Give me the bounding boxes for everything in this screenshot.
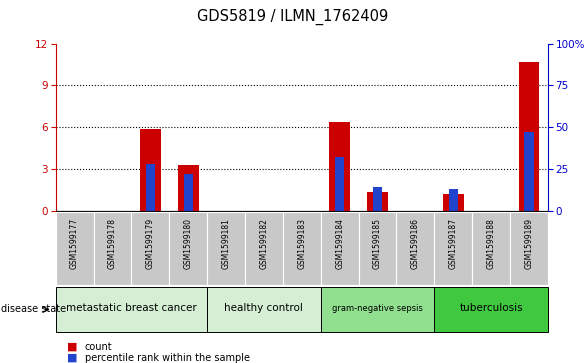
Bar bbox=[245, 212, 283, 285]
Bar bbox=[335, 157, 345, 211]
Bar bbox=[94, 212, 131, 285]
Bar bbox=[183, 174, 193, 211]
Text: GSM1599184: GSM1599184 bbox=[335, 218, 344, 269]
Bar bbox=[367, 192, 388, 211]
Text: GSM1599177: GSM1599177 bbox=[70, 218, 79, 269]
Text: GSM1599186: GSM1599186 bbox=[411, 218, 420, 269]
Bar bbox=[510, 212, 548, 285]
Text: GSM1599185: GSM1599185 bbox=[373, 218, 382, 269]
Text: metastatic breast cancer: metastatic breast cancer bbox=[66, 303, 197, 314]
Bar bbox=[448, 189, 458, 211]
Text: gram-negative sepsis: gram-negative sepsis bbox=[332, 304, 423, 313]
Text: disease state: disease state bbox=[1, 305, 66, 314]
Text: tuberculosis: tuberculosis bbox=[459, 303, 523, 314]
Bar bbox=[178, 165, 199, 211]
Bar bbox=[373, 187, 382, 211]
Bar bbox=[169, 212, 207, 285]
Bar bbox=[207, 287, 321, 331]
Bar bbox=[472, 212, 510, 285]
Bar bbox=[140, 129, 161, 211]
Bar bbox=[524, 132, 534, 211]
Bar bbox=[56, 212, 94, 285]
Text: ■: ■ bbox=[67, 342, 78, 352]
Bar bbox=[56, 287, 207, 331]
Bar bbox=[519, 62, 539, 211]
Bar bbox=[283, 212, 321, 285]
Text: ■: ■ bbox=[67, 352, 78, 363]
Text: GSM1599180: GSM1599180 bbox=[183, 218, 193, 269]
Text: healthy control: healthy control bbox=[224, 303, 304, 314]
Bar bbox=[131, 212, 169, 285]
Text: GSM1599182: GSM1599182 bbox=[260, 218, 268, 269]
Bar bbox=[207, 212, 245, 285]
Bar bbox=[397, 212, 434, 285]
Text: GSM1599183: GSM1599183 bbox=[297, 218, 306, 269]
Text: GDS5819 / ILMN_1762409: GDS5819 / ILMN_1762409 bbox=[197, 9, 389, 25]
Text: GSM1599188: GSM1599188 bbox=[486, 218, 496, 269]
Bar bbox=[321, 287, 434, 331]
Bar bbox=[443, 194, 464, 211]
Text: GSM1599189: GSM1599189 bbox=[524, 218, 533, 269]
Text: count: count bbox=[85, 342, 113, 352]
Bar bbox=[321, 212, 359, 285]
Text: GSM1599187: GSM1599187 bbox=[449, 218, 458, 269]
Text: GSM1599179: GSM1599179 bbox=[146, 218, 155, 269]
Bar bbox=[146, 164, 155, 211]
Bar bbox=[434, 287, 548, 331]
Text: percentile rank within the sample: percentile rank within the sample bbox=[85, 352, 250, 363]
Bar bbox=[434, 212, 472, 285]
Bar bbox=[329, 122, 350, 211]
Text: GSM1599178: GSM1599178 bbox=[108, 218, 117, 269]
Bar bbox=[359, 212, 397, 285]
Text: GSM1599181: GSM1599181 bbox=[222, 218, 230, 269]
